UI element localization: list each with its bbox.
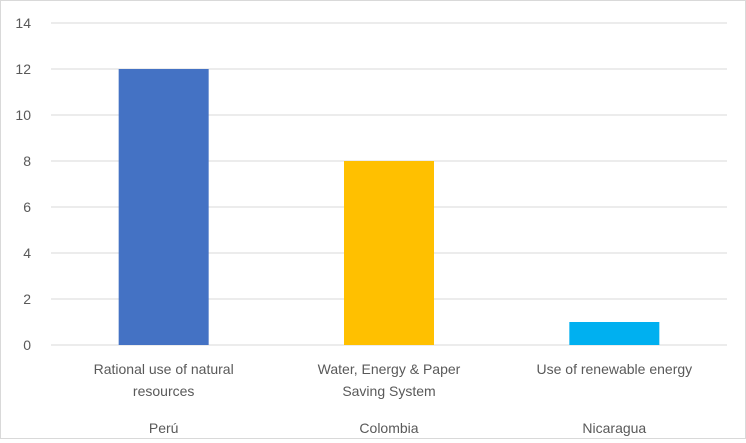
x-tick-label: Saving System	[342, 383, 435, 399]
bar-nicaragua	[569, 322, 660, 345]
y-tick-label: 14	[15, 15, 31, 31]
y-tick-label: 6	[23, 199, 31, 215]
group-label: Nicaragua	[582, 420, 646, 436]
y-tick-label: 4	[23, 245, 31, 261]
x-tick-label: Use of renewable energy	[537, 361, 693, 377]
x-tick-label: Water, Energy & Paper	[318, 361, 461, 377]
y-tick-label: 2	[23, 291, 31, 307]
bar-perú	[118, 69, 209, 345]
y-tick-label: 12	[15, 61, 31, 77]
x-tick-label: Rational use of natural	[94, 361, 234, 377]
bar-colombia	[344, 161, 434, 345]
group-label: Colombia	[359, 420, 418, 436]
y-tick-label: 0	[23, 337, 31, 353]
y-tick-label: 8	[23, 153, 31, 169]
x-tick-label: resources	[133, 383, 194, 399]
group-label: Perú	[149, 420, 179, 436]
y-tick-label: 10	[15, 107, 31, 123]
